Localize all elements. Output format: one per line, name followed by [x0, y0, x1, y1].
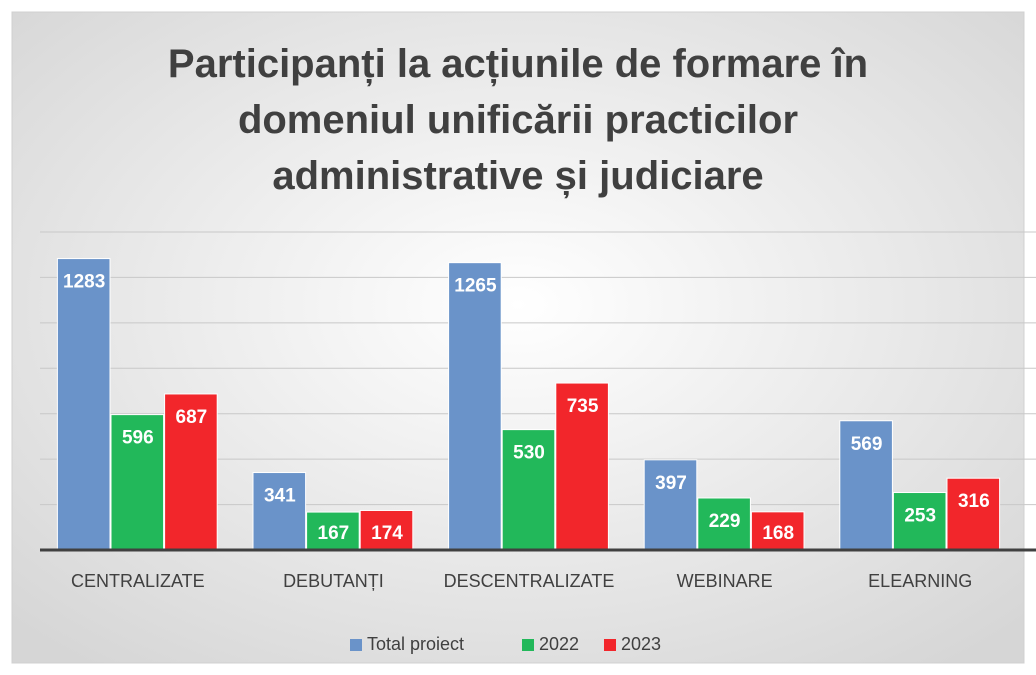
data-label: 687 [176, 407, 208, 428]
bar [697, 497, 751, 551]
data-label: 569 [851, 434, 883, 455]
data-label: 530 [513, 443, 545, 464]
bar [306, 511, 360, 551]
bar [555, 382, 609, 551]
chart-title: Participanți la acțiunile de formare în … [167, 42, 869, 198]
data-label: 229 [709, 511, 741, 532]
bar [946, 477, 1001, 551]
data-label: 397 [655, 473, 687, 494]
x-tick-label: ELEARNING [868, 571, 972, 591]
bar [643, 459, 698, 551]
legend-label: 2022 [539, 634, 579, 654]
bar [448, 262, 502, 551]
legend-label: Total proiect [367, 634, 464, 654]
legend-swatch [522, 639, 534, 651]
bar [359, 509, 414, 551]
bar [56, 258, 111, 551]
legend-swatch [350, 639, 362, 651]
data-label: 167 [318, 523, 350, 544]
bar [252, 472, 307, 551]
bar [839, 420, 893, 551]
x-tick-label: DEBUTANȚI [283, 571, 384, 591]
bar [750, 511, 805, 551]
x-tick-label: CENTRALIZATE [71, 571, 205, 591]
data-label: 1265 [454, 276, 497, 297]
x-tick-label: DESCENTRALIZATE [444, 571, 615, 591]
data-label: 735 [567, 396, 599, 417]
bar [501, 429, 556, 551]
data-label: 1283 [63, 272, 105, 293]
data-label: 596 [122, 428, 154, 449]
x-tick-label: WEBINARE [677, 571, 773, 591]
legend-label: 2023 [621, 634, 661, 654]
chart-background [11, 11, 1025, 664]
data-label: 341 [264, 486, 296, 507]
data-label: 168 [762, 523, 794, 544]
data-label: 174 [371, 523, 403, 544]
bar [110, 414, 165, 551]
legend-swatch [604, 639, 616, 651]
data-label: 253 [904, 506, 936, 527]
data-label: 316 [958, 491, 990, 512]
